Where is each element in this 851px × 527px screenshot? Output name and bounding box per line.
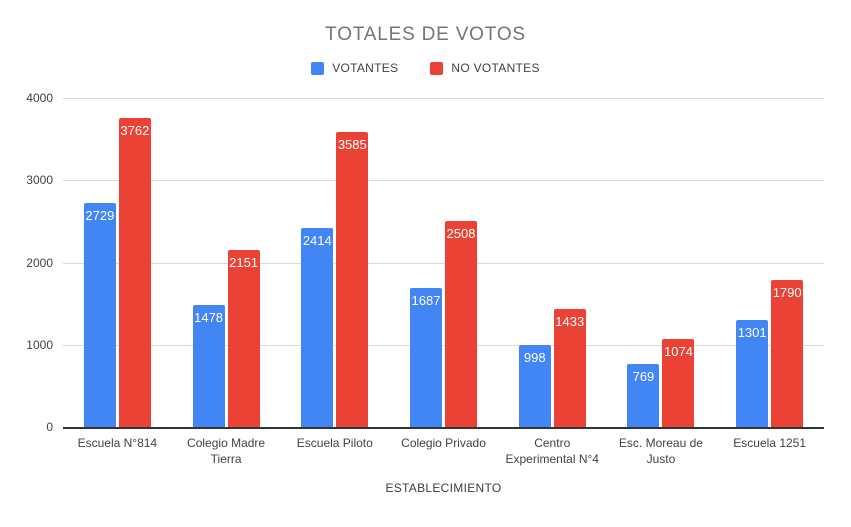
bar-value-label: 2729 — [85, 207, 115, 223]
bar-value-label: 2151 — [229, 255, 259, 271]
gridline-2000 — [63, 262, 824, 264]
bar-value-label: 3585 — [337, 137, 367, 153]
bar-no-votantes-escuela-piloto: 3585 — [336, 132, 369, 427]
y-tick-label-4000: 4000 — [26, 91, 53, 105]
legend-label: VOTANTES — [332, 61, 399, 75]
y-tick-label-2000: 2000 — [26, 255, 53, 270]
bar-groups: 2729 3762 1478 2151 2414 3585 1687 2508 998 1433 7… — [63, 98, 824, 427]
x-category-label-escuela-n-814: Escuela N°814 — [77, 436, 158, 450]
bar-value-label: 2508 — [446, 225, 476, 241]
x-axis-category-labels: Escuela N°814 Colegio Madre Tierra Escuela… — [63, 436, 824, 467]
bar-value-label: 2414 — [302, 233, 332, 249]
legend-swatch-icon — [430, 61, 444, 75]
bar-value-label: 1687 — [411, 293, 441, 309]
bar-group-centro-experimental-n-4: 998 1433 — [498, 98, 607, 427]
bar-value-label: 1478 — [194, 310, 224, 326]
bar-votantes-escuela-1251: 1301 — [736, 320, 769, 427]
gridline-4000 — [63, 98, 824, 99]
bar-group-esc-moreau-de-justo: 769 1074 — [607, 98, 716, 427]
bar-votantes-colegio-privado: 1687 — [410, 288, 443, 427]
gridline-1000 — [63, 344, 824, 346]
y-tick-label-3000: 3000 — [26, 173, 53, 188]
bar-value-label: 998 — [523, 349, 546, 365]
bar-votantes-esc-moreau-de-justo: 769 — [627, 363, 660, 427]
x-axis-title: ESTABLECIMIENTO — [385, 481, 502, 496]
bar-value-label: 1433 — [555, 314, 585, 330]
x-category-label-colegio-madre-tierra: Colegio Madre Tierra — [187, 436, 266, 466]
x-category-label-centro-experimental-n-4: Centro Experimental N°4 — [505, 436, 599, 466]
legend-label: NO VOTANTES — [451, 61, 540, 75]
legend: VOTANTES NO VOTANTES — [0, 60, 851, 76]
bar-group-colegio-madre-tierra: 1478 2151 — [172, 98, 281, 427]
bar-no-votantes-esc-moreau-de-justo: 1074 — [662, 338, 695, 427]
y-tick-label-1000: 1000 — [26, 337, 53, 352]
x-category-label-esc-moreau-de-justo: Esc. Moreau de Justo — [618, 436, 703, 466]
bar-votantes-colegio-madre-tierra: 1478 — [192, 305, 225, 427]
bar-value-label: 1790 — [772, 284, 802, 300]
plot-row: 0 1000 2000 3000 4000 2729 3762 1478 2151 2414 35… — [0, 91, 851, 434]
x-category-label-colegio-privado: Colegio Privado — [401, 436, 486, 450]
bar-group-escuela-1251: 1301 1790 — [715, 98, 824, 427]
y-tick-label-0: 0 — [46, 420, 53, 434]
x-category-label-escuela-piloto: Escuela Piloto — [296, 436, 373, 450]
bar-value-label: 1301 — [737, 325, 767, 340]
bar-no-votantes-centro-experimental-n-4: 1433 — [553, 309, 586, 427]
bar-group-escuela-piloto: 2414 3585 — [280, 98, 389, 427]
gridline-3000 — [63, 180, 824, 182]
legend-item-no-votantes: NO VOTANTES — [430, 61, 539, 75]
bar-group-escuela-n-814: 2729 3762 — [63, 98, 172, 427]
bar-value-label: 769 — [632, 368, 655, 384]
bar-group-colegio-privado: 1687 2508 — [389, 98, 498, 427]
bar-no-votantes-escuela-1251: 1790 — [771, 279, 804, 427]
plot-area: 2729 3762 1478 2151 2414 3585 1687 2508 998 1433 7… — [63, 98, 824, 429]
bar-value-label: 3762 — [120, 122, 150, 138]
bar-no-votantes-colegio-madre-tierra: 2151 — [227, 250, 260, 427]
legend-item-votantes: VOTANTES — [311, 61, 398, 75]
legend-swatch-icon — [311, 61, 325, 75]
bar-no-votantes-escuela-n-814: 3762 — [118, 117, 151, 427]
x-category-label-escuela-1251: Escuela 1251 — [733, 436, 807, 450]
bar-votantes-escuela-n-814: 2729 — [83, 202, 116, 427]
bar-value-label: 1074 — [663, 343, 693, 359]
bar-no-votantes-colegio-privado: 2508 — [445, 220, 478, 427]
chart-title: TOTALES DE VOTOS — [325, 24, 526, 45]
bar-votantes-escuela-piloto: 2414 — [301, 228, 334, 427]
bar-votantes-centro-experimental-n-4: 998 — [518, 344, 551, 427]
y-axis: 0 1000 2000 3000 4000 — [0, 91, 63, 434]
